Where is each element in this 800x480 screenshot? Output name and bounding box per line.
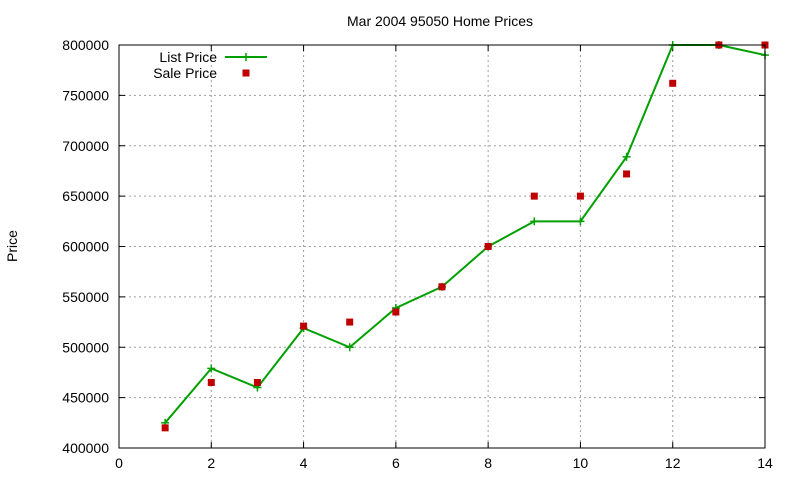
series-0: [161, 41, 769, 427]
x-tick-label: 4: [300, 455, 308, 471]
data-point: [346, 318, 354, 326]
x-tick-label: 6: [392, 455, 400, 471]
data-point: [530, 217, 539, 226]
plot-frame: [118, 44, 766, 449]
grid: [119, 45, 765, 448]
legend-marker: [242, 53, 250, 61]
x-tick-label: 14: [757, 455, 773, 471]
y-tick-label: 650000: [62, 188, 109, 204]
data-point: [623, 170, 631, 178]
series-line: [164, 44, 766, 424]
x-tick-label: 12: [665, 455, 681, 471]
ticks: 0 2 4 6 8 10 12 14 400000 450000 500000 550000 60000…: [62, 37, 773, 471]
x-tick-label: 10: [573, 455, 589, 471]
y-tick-label: 400000: [62, 440, 109, 456]
data-point: [207, 364, 216, 373]
x-tick-label: 2: [207, 455, 215, 471]
y-axis-label: Price: [4, 230, 20, 262]
data-point: [530, 192, 538, 200]
data-point: [438, 283, 446, 291]
data-point: [161, 424, 169, 432]
data-point: [669, 79, 677, 87]
y-tick-label: 800000: [62, 37, 109, 53]
legend-marker: [242, 69, 250, 77]
chart-title: Mar 2004 95050 Home Prices: [347, 13, 533, 29]
data-point: [300, 322, 308, 330]
series-layer: [161, 41, 769, 432]
data-point: [253, 379, 261, 387]
data-point: [392, 308, 400, 316]
y-tick-label: 500000: [62, 339, 109, 355]
x-tick-label: 8: [484, 455, 492, 471]
data-point: [207, 379, 215, 387]
y-tick-label: 550000: [62, 289, 109, 305]
legend-label: List Price: [159, 49, 217, 65]
data-point: [622, 152, 631, 161]
data-point: [576, 192, 584, 200]
legend-label: Sale Price: [153, 65, 217, 81]
y-tick-label: 750000: [62, 87, 109, 103]
data-point: [484, 243, 492, 250]
y-tick-label: 450000: [62, 390, 109, 406]
y-tick-label: 700000: [62, 138, 109, 154]
data-point: [345, 343, 354, 352]
y-tick-label: 600000: [62, 239, 109, 255]
x-tick-label: 0: [115, 455, 123, 471]
series-1: [161, 41, 769, 432]
data-point: [576, 217, 585, 226]
